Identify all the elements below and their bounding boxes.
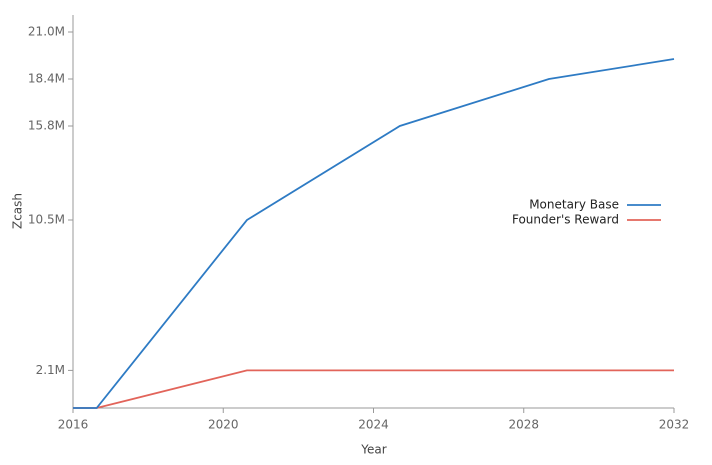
legend-label: Monetary Base [529,198,619,212]
y-tick-label: 21.0M [28,25,65,39]
y-tick-label: 18.4M [28,72,65,86]
y-tick-label: 15.8M [28,119,65,133]
legend-label: Founder's Reward [512,213,619,227]
series-line [73,369,674,409]
x-tick-label: 2020 [208,418,239,432]
x-tick-label: 2016 [58,418,89,432]
x-tick-label: 2028 [508,418,539,432]
x-axis-label: Year [360,443,386,457]
y-tick-label: 10.5M [28,213,65,227]
y-tick-label: 2.1M [36,363,65,377]
series-line [73,58,675,409]
x-tick-label: 2032 [659,418,690,432]
y-axis-label: Zcash [11,193,25,229]
x-tick-label: 2024 [358,418,389,432]
